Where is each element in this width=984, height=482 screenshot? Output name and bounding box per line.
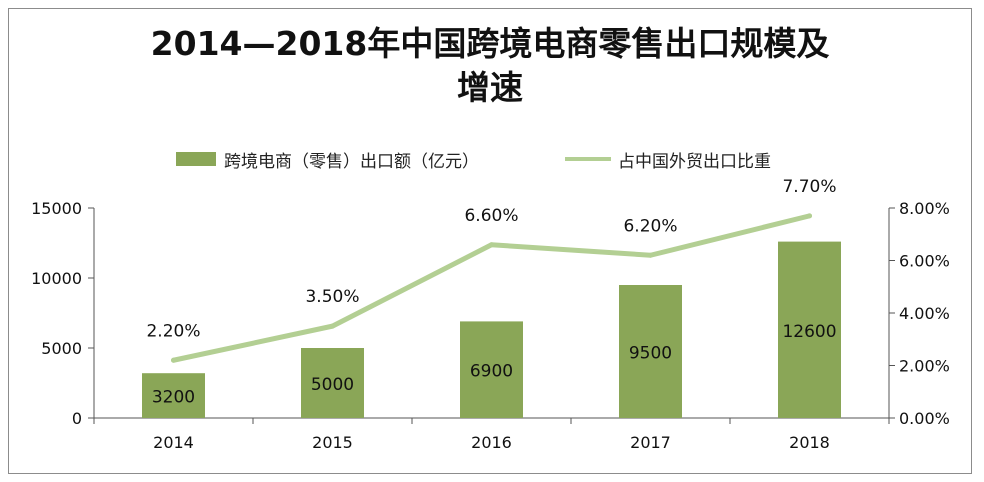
y-right-tick-label: 8.00% [899, 199, 950, 218]
x-tick-label: 2017 [630, 433, 671, 452]
chart-title-line2: 增速 [457, 68, 523, 107]
chart-title: 2014—2018年中国跨境电商零售出口规模及 增速 [0, 22, 980, 110]
bar [301, 348, 364, 418]
bar-data-label: 6900 [470, 362, 513, 382]
chart-title-line1: 2014—2018年中国跨境电商零售出口规模及 [150, 24, 830, 63]
x-tick-label: 2016 [471, 433, 512, 452]
line-data-label: 6.20% [623, 216, 677, 236]
legend-swatch-bar [176, 152, 216, 166]
chart-legend: 跨境电商（零售）出口额（亿元） 占中国外贸出口比重 [0, 146, 984, 172]
legend-label-line: 占中国外贸出口比重 [618, 152, 771, 172]
y-left-tick-label: 10000 [31, 269, 82, 288]
bar-data-label: 12600 [782, 322, 836, 342]
bar-data-label: 9500 [629, 344, 672, 364]
bar [619, 285, 682, 418]
bar [778, 241, 841, 418]
line-point [171, 357, 176, 363]
y-left-tick-label: 15000 [31, 199, 82, 218]
line-data-label: 3.50% [305, 287, 359, 307]
line-point [807, 213, 812, 219]
line-data-label: 6.60% [464, 206, 518, 226]
bar [460, 321, 523, 418]
x-tick-label: 2015 [312, 433, 353, 452]
y-right-tick-label: 0.00% [899, 409, 950, 428]
y-right-tick-label: 4.00% [899, 304, 950, 323]
bar [142, 373, 205, 418]
y-right-tick-label: 6.00% [899, 252, 950, 271]
legend-swatch-line [565, 157, 611, 161]
line-point [648, 252, 653, 258]
y-left-tick-label: 0 [72, 409, 82, 428]
x-tick-label: 2018 [789, 433, 830, 452]
x-tick-label: 2014 [153, 433, 194, 452]
line-data-label: 7.70% [782, 177, 836, 197]
line-data-label: 2.20% [146, 321, 200, 341]
line-point [489, 242, 494, 248]
y-left-tick-label: 5000 [41, 339, 82, 358]
legend-label-bar: 跨境电商（零售）出口额（亿元） [224, 152, 479, 172]
line-point [330, 323, 335, 329]
bar-data-label: 5000 [311, 375, 354, 395]
y-right-tick-label: 2.00% [899, 357, 950, 376]
bar-data-label: 3200 [152, 388, 195, 408]
